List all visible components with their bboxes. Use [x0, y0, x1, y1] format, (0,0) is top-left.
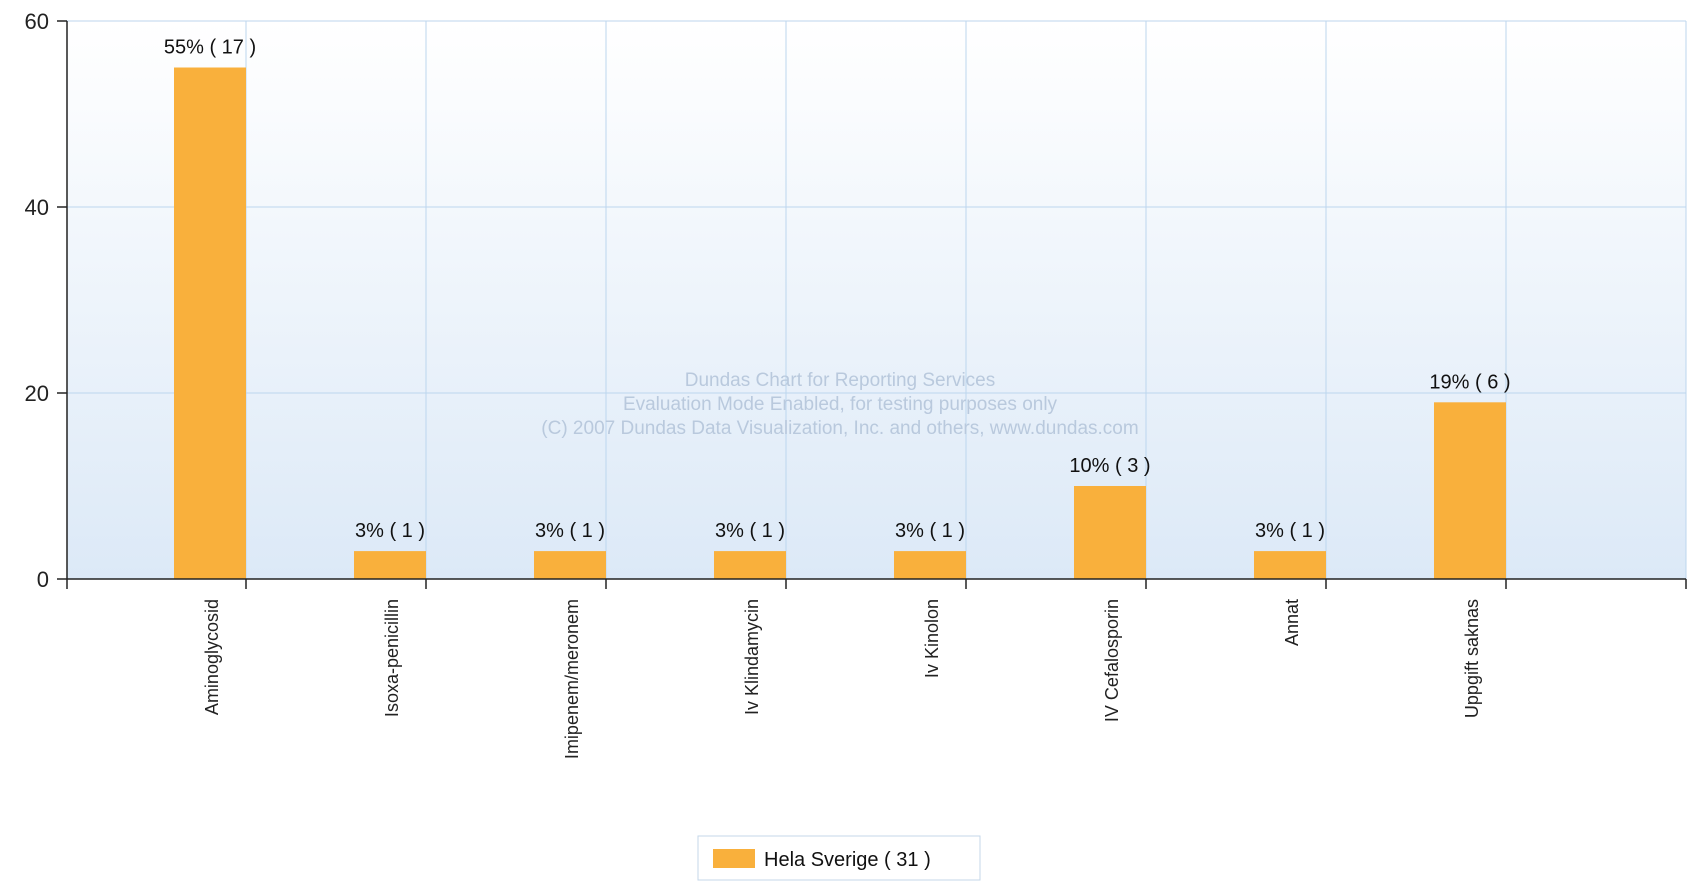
- data-label: 3% ( 1 ): [895, 520, 965, 542]
- x-category-label: Isoxa-penicillin: [382, 599, 402, 717]
- x-category-label: Iv Kinolon: [922, 599, 942, 678]
- watermark-line-2: Evaluation Mode Enabled, for testing pur…: [623, 394, 1058, 415]
- y-tick-label: 0: [37, 567, 49, 592]
- bar-iv-klindamycin: [714, 551, 786, 579]
- bar-imipenem-meronem: [534, 551, 606, 579]
- legend: Hela Sverige ( 31 ): [697, 835, 981, 881]
- bars: [174, 67, 1506, 579]
- bar-uppgift-saknas: [1434, 402, 1506, 579]
- x-category-label: Imipenem/meronem: [562, 599, 582, 759]
- legend-swatch: [713, 849, 755, 868]
- data-label: 3% ( 1 ): [355, 520, 425, 542]
- x-category-label: IV Cefalosporin: [1102, 599, 1122, 722]
- data-label: 55% ( 17 ): [164, 37, 256, 59]
- watermark-line-3: (C) 2007 Dundas Data Visualization, Inc.…: [541, 418, 1138, 439]
- data-label: 3% ( 1 ): [715, 520, 785, 542]
- data-label: 3% ( 1 ): [1255, 520, 1325, 542]
- y-tick-label: 40: [25, 195, 49, 220]
- bar-aminoglycosid: [174, 67, 246, 579]
- data-labels: 55% ( 17 ) 3% ( 1 ) 3% ( 1 ) 3% ( 1 ) 3% ( 1…: [164, 37, 1511, 543]
- x-category-label: Aminoglycosid: [202, 599, 222, 715]
- bar-isoxa-penicillin: [354, 551, 426, 579]
- bar-annat: [1254, 551, 1326, 579]
- y-tick-label: 20: [25, 381, 49, 406]
- x-category-label: Annat: [1282, 599, 1302, 646]
- data-label: 3% ( 1 ): [535, 520, 605, 542]
- legend-label: Hela Sverige ( 31 ): [764, 849, 931, 871]
- axes: 0 20 40 60 Aminoglycosid Isoxa-penicillin Imip…: [25, 9, 1687, 759]
- grid-lines: [67, 20, 1687, 580]
- data-label: 10% ( 3 ): [1069, 455, 1150, 477]
- bar-iv-cefalosporin: [1074, 486, 1146, 579]
- x-category-label: Uppgift saknas: [1462, 599, 1482, 718]
- plot-area: [67, 21, 1686, 579]
- watermark: Dundas Chart for Reporting Services Eval…: [541, 370, 1138, 439]
- bar-iv-kinolon: [894, 551, 966, 579]
- y-tick-label: 60: [25, 9, 49, 34]
- data-label: 19% ( 6 ): [1429, 371, 1510, 393]
- watermark-line-1: Dundas Chart for Reporting Services: [685, 370, 995, 391]
- x-category-label: Iv Klindamycin: [742, 599, 762, 715]
